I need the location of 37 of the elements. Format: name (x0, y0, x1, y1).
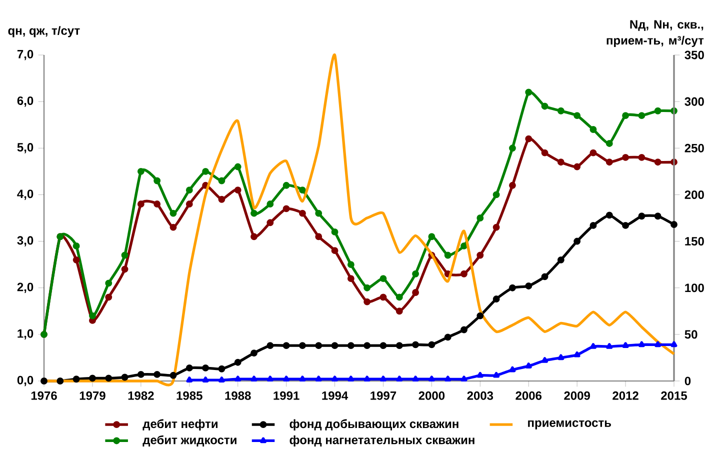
y-tick-label: 6,0 (17, 96, 34, 107)
y-tick-label: 0,0 (17, 376, 34, 386)
y2-tick-label: 200 (684, 190, 704, 199)
x-tick-label: 1976 (31, 391, 57, 400)
x-tick-label: 2015 (661, 391, 687, 400)
y-axis-title: qн, qж, т/сут (8, 26, 80, 38)
x-tick-label: 1994 (322, 391, 348, 400)
y-tick-label: 3,0 (17, 236, 34, 246)
legend-label: приемистость (528, 420, 611, 430)
x-tick-label: 2006 (516, 391, 542, 400)
y2-tick-label: 0 (684, 376, 691, 386)
x-tick-label: 1997 (370, 391, 396, 400)
legend-label: дебит жидкости (142, 435, 236, 447)
x-tick-label: 2012 (612, 391, 638, 400)
y2-tick-label: 150 (685, 237, 704, 246)
x-tick-label: 2003 (467, 391, 494, 400)
x-tick-label: 1988 (225, 391, 251, 400)
legend-label: фонд добывающих скважин (290, 419, 458, 430)
legend-label: дебит нефти (142, 419, 218, 430)
y-tick-label: 7,0 (17, 50, 34, 60)
x-tick-label: 1991 (274, 391, 300, 400)
x-tick-label: 1982 (128, 391, 154, 400)
x-tick-label: 2000 (418, 391, 445, 400)
y2-tick-label: 100 (685, 284, 704, 292)
legend-label: фонд нагнетательных скважин (290, 435, 474, 447)
x-tick-label: 1979 (80, 391, 106, 400)
y-tick-label: 4,0 (17, 190, 34, 200)
y2-tick-label: 350 (684, 50, 704, 60)
y2-tick-label: 50 (684, 330, 698, 339)
y2-axis-title: Nд, Nн, скв., прием-ть, м³/сут (606, 20, 704, 48)
y-tick-label: 5,0 (17, 143, 34, 154)
y-tick-label: 1,0 (18, 329, 34, 340)
x-tick-label: 2009 (564, 391, 590, 400)
y-tick-label: 2,0 (17, 282, 34, 293)
y2-tick-label: 250 (684, 144, 704, 152)
x-tick-label: 1985 (176, 391, 202, 400)
y2-tick-label: 300 (684, 97, 704, 106)
